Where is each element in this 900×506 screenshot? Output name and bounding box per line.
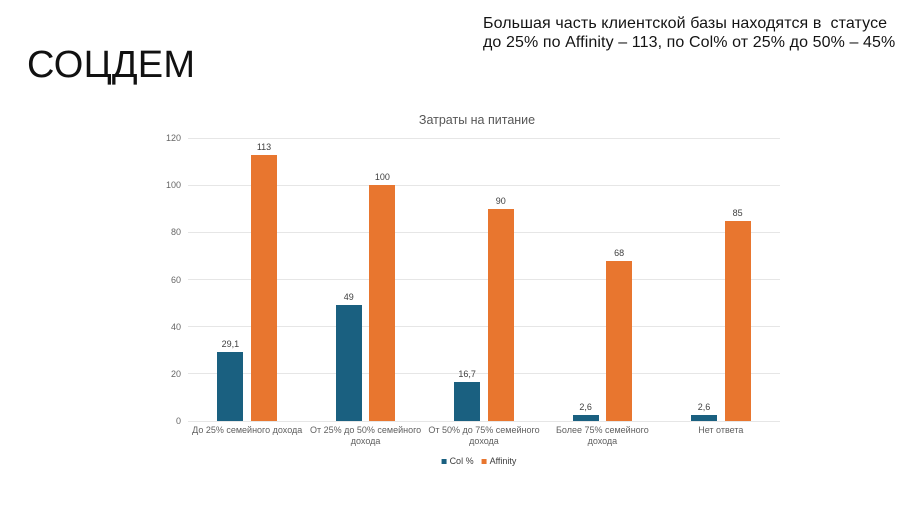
y-axis-tick-label: 80	[170, 227, 181, 238]
slide-title: СОЦДЕМ	[27, 44, 196, 86]
bar-col-4	[572, 414, 599, 421]
bar-value-label: 2,6	[697, 401, 711, 412]
bar-col-2	[335, 305, 362, 421]
legend-item-affinity: Affinity	[481, 456, 517, 466]
bar-value-label: 29,1	[221, 339, 240, 350]
legend-swatch-icon	[441, 458, 447, 464]
gridline	[188, 184, 780, 186]
legend-swatch-icon	[481, 458, 487, 464]
legend-label: Col %	[449, 456, 474, 466]
insight-text: Большая часть клиентской базы находятся …	[483, 14, 896, 53]
bar-value-label: 100	[374, 172, 390, 183]
legend-label: Affinity	[489, 456, 517, 466]
gridline	[188, 326, 780, 328]
bar-affinity-1	[251, 154, 277, 421]
bar-value-label: 49	[343, 292, 354, 303]
x-axis-category-label: Более 75% семейного дохода	[555, 424, 649, 447]
x-axis-category-label: До 25% семейного дохода	[192, 424, 303, 435]
y-axis-tick-label: 0	[175, 416, 181, 426]
y-axis-tick-label: 120	[165, 133, 181, 143]
bar-affinity-4	[606, 260, 633, 421]
y-axis-tick-label: 20	[170, 368, 181, 379]
gridline	[188, 137, 780, 139]
chart-legend: Col % Affinity	[441, 456, 517, 466]
gridline	[188, 373, 780, 375]
bar-value-label: 16,7	[458, 368, 476, 379]
chart-title: Затраты на питание	[418, 112, 536, 127]
bar-affinity-3	[487, 208, 514, 421]
bar-affinity-2	[369, 185, 396, 421]
x-axis-category-label: Нет ответа	[698, 424, 744, 435]
y-axis-tick-label: 60	[170, 274, 181, 285]
insight-line-1: Большая часть клиентской базы находятся …	[483, 14, 888, 32]
bar-col-3	[454, 381, 481, 421]
bar-value-label: 68	[614, 247, 625, 258]
x-axis-category-label: От 25% до 50% семейного дохода	[309, 424, 422, 447]
legend-item-col: Col %	[441, 456, 474, 466]
insight-line-2: до 25% по Affinity – 113, по Col% от 25%…	[483, 34, 896, 51]
bar-affinity-5	[724, 220, 751, 421]
gridline	[188, 420, 780, 422]
y-axis-tick-label: 100	[165, 180, 181, 191]
bar-value-label: 85	[732, 207, 743, 218]
bar-col-5	[691, 414, 717, 421]
bar-value-label: 2,6	[579, 401, 592, 412]
bar-value-label: 90	[495, 195, 506, 206]
gridline	[188, 279, 780, 280]
gridline	[188, 231, 780, 233]
x-axis-category-label: От 50% до 75% семейного дохода	[428, 424, 540, 447]
bar-value-label: 113	[256, 141, 272, 152]
y-axis-tick-label: 40	[170, 321, 181, 332]
bar-col-1	[217, 352, 244, 421]
